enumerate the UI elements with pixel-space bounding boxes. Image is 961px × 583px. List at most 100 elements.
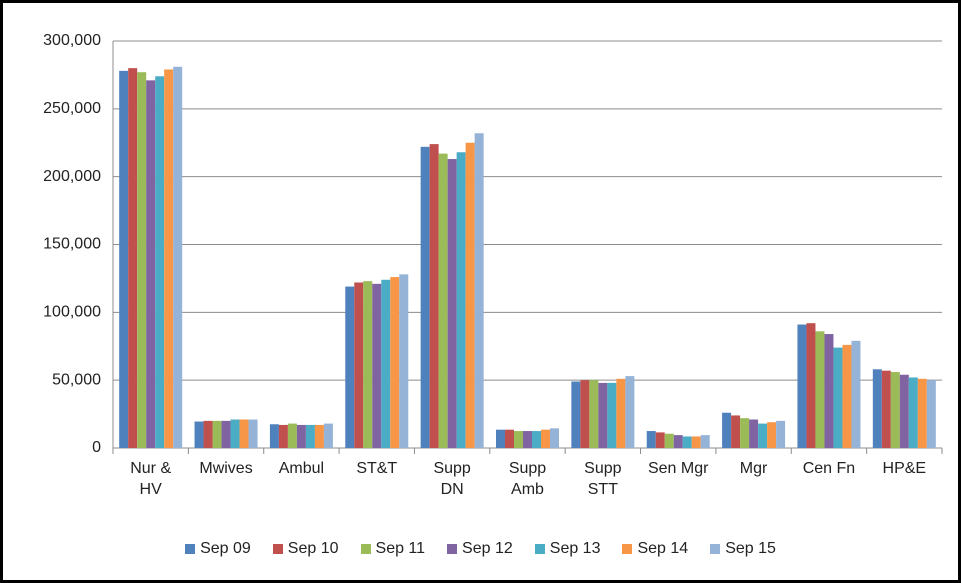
bar [496,429,505,448]
legend-label: Sep 09 [200,540,251,557]
y-tick-label: 0 [92,439,101,456]
bar [589,380,599,448]
bar [456,152,466,448]
legend-label: Sep 11 [375,540,426,557]
bar [541,429,550,448]
bar [655,432,665,448]
legend-label: Sep 10 [287,540,339,557]
legend-swatch [272,544,283,554]
bar [616,378,626,448]
bar [722,412,732,448]
bar [890,372,900,448]
bar [571,381,581,448]
bar [842,344,852,448]
bar [523,431,532,448]
bar [550,428,559,448]
legend-item: Sep 14 [622,540,688,558]
legend-item: Sep 15 [710,540,776,558]
x-tick-label: Supp STT [584,460,622,498]
bar [514,431,523,448]
legend-swatch [360,544,371,554]
bar [363,281,373,448]
bar [731,415,741,448]
bar [505,429,514,448]
bar [700,435,710,448]
bar [776,420,786,448]
bar [314,424,324,448]
bar [119,70,129,448]
bar [833,347,843,448]
bar [851,340,861,448]
bar [740,418,750,448]
bar [278,424,288,448]
legend-swatch [622,544,633,554]
bar [345,286,355,448]
bar [212,420,222,448]
bar [758,423,768,448]
bar [381,279,391,448]
bar [646,431,656,448]
bar [221,420,231,448]
legend: Sep 09 Sep 10 Sep 11 Sep 12 Sep 13 Sep 14 Sep … [3,540,958,558]
legend-item: Sep 11 [360,540,426,558]
x-tick-label: ST&T [356,460,398,477]
bar [164,69,174,449]
bar [155,76,165,449]
bar [390,277,400,448]
bar [438,153,448,448]
x-tick-label: Cen Fn [802,460,856,477]
legend-swatch [185,544,196,554]
bar [474,133,484,448]
x-tick-label: Supp Amb [508,460,547,498]
y-tick-label: 100,000 [43,304,101,321]
legend-item: Sep 13 [534,540,600,558]
legend-label: Sep 12 [462,540,513,557]
legend-swatch [447,544,458,554]
bar [691,436,701,448]
y-tick-label: 200,000 [43,168,101,185]
bar [926,380,936,448]
bar [248,419,258,448]
bar [137,72,147,448]
y-tick-label: 50,000 [52,371,101,388]
bar [287,423,297,448]
bar [824,334,834,448]
bar [532,431,541,448]
bar [607,382,617,448]
y-tick-label: 250,000 [43,100,101,117]
bar [673,435,683,448]
x-tick-label: Mgr [739,460,768,477]
bar [749,419,759,448]
legend-swatch [710,544,721,554]
bar [203,420,213,448]
bar [908,377,918,448]
bar [447,159,457,448]
x-tick-label: Mwives [199,460,253,477]
bar [420,146,430,448]
bar [917,378,927,448]
x-tick-label: HP&E [882,460,927,477]
bar [354,282,364,448]
x-tick-label: Sen Mgr [647,460,709,477]
bar [173,66,183,448]
bar [269,424,279,448]
legend-item: Sep 12 [447,540,513,558]
bar [296,424,306,448]
legend-label: Sep 15 [725,540,776,557]
bar [128,68,138,448]
bar [767,422,777,448]
bar [305,424,315,448]
bar [399,274,409,448]
legend-item: Sep 10 [272,540,339,558]
legend-label: Sep 14 [637,540,689,557]
legend-item: Sep 09 [185,540,251,558]
bar [230,419,240,448]
bar [239,419,249,448]
bar [465,142,475,448]
legend-swatch [534,544,545,554]
bar [323,423,333,448]
bar [815,331,825,448]
bar [598,382,608,448]
bar [664,433,674,448]
